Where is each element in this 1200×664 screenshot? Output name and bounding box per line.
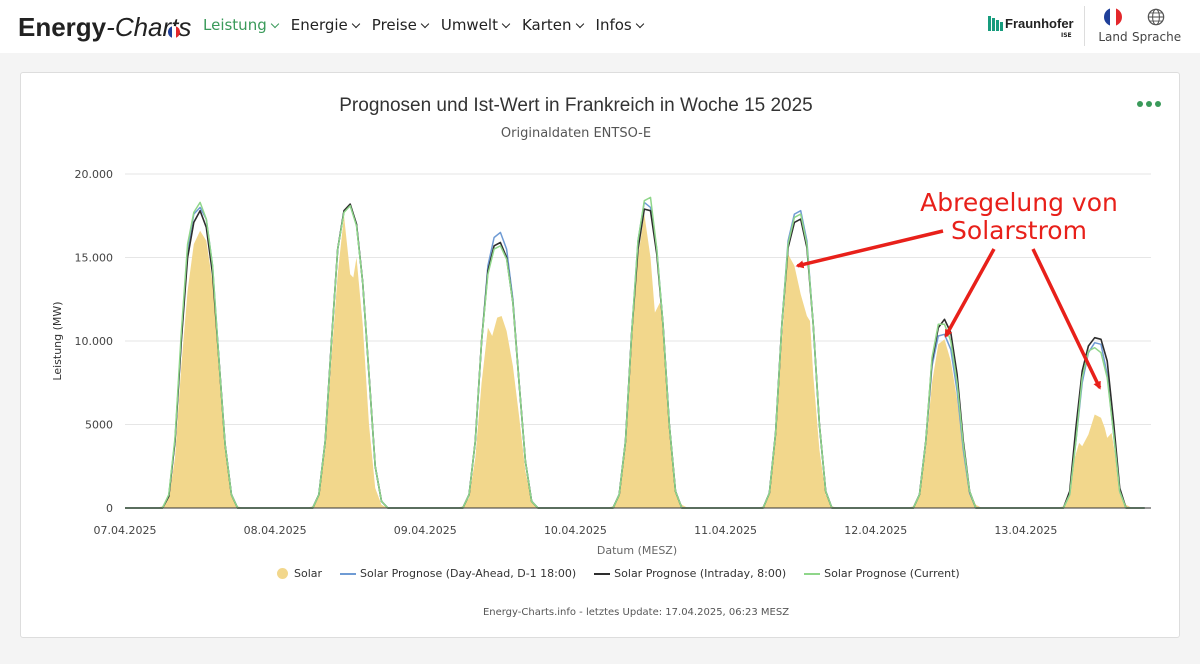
annotation-arrow xyxy=(795,229,944,269)
y-tick-label: 15.000 xyxy=(75,252,114,265)
x-tick-label: 10.04.2025 xyxy=(544,524,607,537)
y-axis-label: Leistung (MW) xyxy=(51,301,64,380)
y-tick-label: 5000 xyxy=(85,419,113,432)
x-axis-label: Datum (MESZ) xyxy=(597,544,677,557)
legend-marker xyxy=(804,572,821,575)
legend-item-intraday[interactable]: Solar Prognose (Intraday, 8:00) xyxy=(594,567,786,580)
energy-charts-logo[interactable]: Energy-Charts xyxy=(18,12,192,42)
legend-item-solar[interactable]: Solar xyxy=(277,567,322,580)
x-tick-label: 08.04.2025 xyxy=(244,524,307,537)
chart-card: 0 5000 10.000 15.000 20.000 07.04.2025 08.04.… xyxy=(20,72,1180,638)
legend-marker xyxy=(594,572,611,575)
flag-fr-icon xyxy=(1104,8,1122,26)
nav-item-leistung[interactable]: Leistung xyxy=(203,16,279,34)
nav-item-umwelt[interactable]: Umwelt xyxy=(441,16,511,34)
legend-marker xyxy=(277,568,288,579)
chart-title: Prognosen und Ist-Wert in Frankreich in … xyxy=(339,95,813,116)
country-selector-label: Land xyxy=(1098,30,1128,44)
flag-fr-icon xyxy=(168,26,180,38)
header-divider xyxy=(1084,6,1085,46)
chart-subtitle: Originaldaten ENTSO-E xyxy=(500,126,652,141)
x-tick-label: 13.04.2025 xyxy=(994,524,1057,537)
annotation-text-line1: Abregelung von xyxy=(920,188,1118,217)
update-footer: Energy-Charts.info - letztes Update: 17.… xyxy=(482,607,790,618)
legend-item-current[interactable]: Solar Prognose (Current) xyxy=(804,567,960,580)
x-tick-label: 11.04.2025 xyxy=(694,524,757,537)
more-options-icon[interactable] xyxy=(1137,101,1161,107)
chevron-down-icon xyxy=(635,19,645,29)
chevron-down-icon xyxy=(270,19,279,29)
annotation-group: Abregelung von Solarstrom xyxy=(795,188,1118,390)
top-navigation-bar: Energy-Charts Leistung Energie Preise Um… xyxy=(0,0,1200,53)
solar-forecast-chart[interactable]: 0 5000 10.000 15.000 20.000 07.04.2025 08.04.… xyxy=(21,73,1181,639)
annotation-arrow xyxy=(1031,248,1102,390)
brand-sub: ISE xyxy=(1061,32,1072,39)
series-current-line xyxy=(125,196,1145,509)
x-tick-label: 09.04.2025 xyxy=(394,524,457,537)
annotation-arrow xyxy=(944,248,996,338)
legend-marker xyxy=(340,572,357,575)
y-tick-label: 20.000 xyxy=(75,168,114,181)
x-tick-label: 12.04.2025 xyxy=(844,524,907,537)
country-selector[interactable]: Land xyxy=(1096,8,1130,44)
language-selector[interactable]: Sprache xyxy=(1132,8,1182,44)
y-tick-label: 0 xyxy=(106,502,113,515)
language-selector-label: Sprache xyxy=(1132,30,1182,44)
series-solar-area xyxy=(125,214,1145,508)
main-menu: Leistung Energie Preise Umwelt Karten In… xyxy=(203,16,656,34)
annotation-text-line2: Solarstrom xyxy=(951,216,1087,245)
chevron-down-icon xyxy=(501,19,511,29)
brand-name: Fraunhofer xyxy=(1005,16,1074,31)
x-tick-label: 07.04.2025 xyxy=(94,524,157,537)
nav-item-energie[interactable]: Energie xyxy=(291,16,361,34)
fraunhofer-mark-icon xyxy=(988,16,1003,31)
nav-item-infos[interactable]: Infos xyxy=(596,16,645,34)
y-tick-label: 10.000 xyxy=(75,335,114,348)
chart-legend: Solar Solar Prognose (Day-Ahead, D-1 18:… xyxy=(277,567,978,580)
legend-item-day-ahead[interactable]: Solar Prognose (Day-Ahead, D-1 18:00) xyxy=(340,567,576,580)
nav-item-karten[interactable]: Karten xyxy=(522,16,584,34)
chevron-down-icon xyxy=(420,19,430,29)
chevron-down-icon xyxy=(575,19,584,29)
nav-item-preise[interactable]: Preise xyxy=(372,16,430,34)
fraunhofer-logo[interactable]: Fraunhofer ISE xyxy=(988,16,1078,42)
chevron-down-icon xyxy=(351,19,361,29)
globe-icon xyxy=(1147,8,1165,26)
